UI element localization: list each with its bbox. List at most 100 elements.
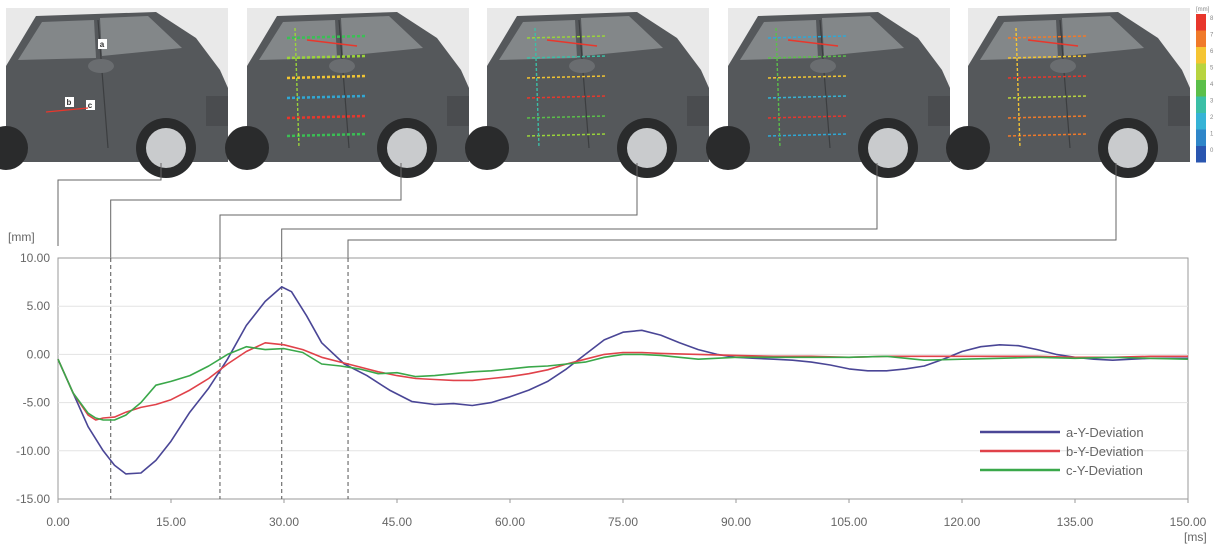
y-tick-label: -15.00 [16, 492, 50, 506]
measure-line [45, 107, 89, 113]
car-window [1062, 16, 1144, 56]
wheel-rim [146, 128, 186, 168]
x-axis-unit: [ms] [1184, 530, 1207, 544]
y-tick-label: -5.00 [23, 396, 51, 410]
connector-line [57, 163, 162, 246]
car-photo [225, 8, 469, 178]
car-window [822, 16, 904, 56]
deviation-overlay [767, 55, 849, 59]
connector-line [110, 163, 402, 258]
color-scale-label: 6 [1210, 49, 1214, 55]
x-tick-label: 60.00 [495, 515, 525, 529]
car-window [740, 20, 818, 60]
color-scale-label: 8 [1210, 16, 1214, 22]
car-window [341, 16, 423, 56]
x-axis-ticks: 0.00 15.00 30.00 45.00 60.00 75.00 90.00 105.00… [46, 499, 1207, 529]
measure-point-label: c [88, 101, 93, 110]
deviation-overlay [767, 35, 849, 39]
car-window [581, 16, 663, 56]
deviation-overlay [1007, 115, 1089, 119]
color-scale-label: 5 [1210, 66, 1214, 72]
color-scale-label: 4 [1210, 82, 1214, 88]
color-scale-segment [1196, 113, 1206, 130]
wheel [0, 126, 28, 170]
x-tick-label: 120.00 [944, 515, 981, 529]
color-scale-segment [1196, 47, 1206, 64]
car-window [259, 20, 337, 60]
measure-point-marker [98, 39, 107, 49]
x-tick-label: 75.00 [608, 515, 638, 529]
color-scale-segment [1196, 146, 1206, 163]
wheel [465, 126, 509, 170]
car-window [100, 16, 182, 56]
car-window [499, 20, 577, 60]
color-scale-label: 2 [1210, 115, 1214, 121]
y-axis-ticks: 10.00 5.00 0.00 -5.00 -10.00 -15.00 [16, 251, 50, 506]
y-tick-label: -10.00 [16, 444, 50, 458]
color-scale-segment [1196, 80, 1206, 97]
deviation-overlay [1027, 39, 1079, 47]
deviation-color-scale: [mm] 8 7 6 5 4 3 2 1 0 [1196, 7, 1214, 163]
deviation-overlay [1007, 75, 1089, 79]
bumper [928, 96, 950, 126]
deviation-line-chart: 10.00 5.00 0.00 -5.00 -10.00 -15.00 0.00 15.00… [8, 230, 1207, 544]
series-line-c-y-deviation [57, 345, 1189, 421]
deviation-overlay [546, 39, 598, 47]
legend-label: a-Y-Deviation [1066, 425, 1144, 440]
wheel [225, 126, 269, 170]
deviation-overlay [286, 114, 368, 120]
deviation-overlay [767, 115, 849, 119]
deviation-overlay [306, 39, 358, 47]
bumper [687, 96, 709, 126]
side-mirror [1050, 59, 1076, 73]
deviation-overlay [775, 27, 781, 149]
deviation-overlay [286, 54, 368, 60]
deviation-overlay [767, 95, 849, 99]
side-mirror [329, 59, 355, 73]
measure-point-label: b [67, 98, 72, 107]
deviation-overlay [787, 39, 839, 47]
deviation-overlay [534, 27, 540, 149]
wheel [706, 126, 750, 170]
deviation-overlay [286, 34, 368, 40]
plot-frame [57, 257, 1189, 500]
deviation-overlay [526, 95, 608, 99]
wheel-rim [868, 128, 908, 168]
bumper [1168, 96, 1190, 126]
x-tick-label: 90.00 [721, 515, 751, 529]
side-mirror [569, 59, 595, 73]
car-photo: a b c [0, 8, 228, 178]
x-tick-label: 150.00 [1170, 515, 1207, 529]
deviation-overlay [1007, 95, 1089, 99]
y-axis-unit: [mm] [8, 230, 35, 244]
deviation-overlay [1007, 55, 1089, 59]
door-seam [819, 19, 831, 149]
side-mirror [88, 59, 114, 73]
series-line-a-y-deviation [57, 286, 1188, 475]
deviation-overlay [526, 55, 608, 59]
door-seam [578, 19, 590, 149]
door-seam [338, 19, 350, 149]
measure-point-marker [65, 97, 74, 107]
color-scale-segment [1196, 63, 1206, 80]
deviation-overlay [767, 133, 849, 137]
x-tick-label: 30.00 [269, 515, 299, 529]
time-markers [110, 258, 349, 499]
photo-connectors [57, 163, 1117, 258]
car-photo [706, 8, 950, 178]
wheel-rim [387, 128, 427, 168]
deviation-overlay [526, 115, 608, 119]
car-photo-strip: a b c [0, 8, 1190, 178]
connector-line [219, 163, 638, 258]
y-tick-label: 0.00 [27, 347, 51, 361]
deviation-overlay [1007, 133, 1089, 137]
x-tick-label: 0.00 [46, 515, 70, 529]
measure-point-marker [86, 100, 95, 110]
color-scale-segment [1196, 129, 1206, 146]
wheel-rim [627, 128, 667, 168]
connector-line [281, 163, 878, 258]
deviation-overlay [1007, 35, 1089, 39]
deviation-overlay [294, 27, 300, 149]
color-scale-unit: [mm] [1196, 7, 1210, 13]
